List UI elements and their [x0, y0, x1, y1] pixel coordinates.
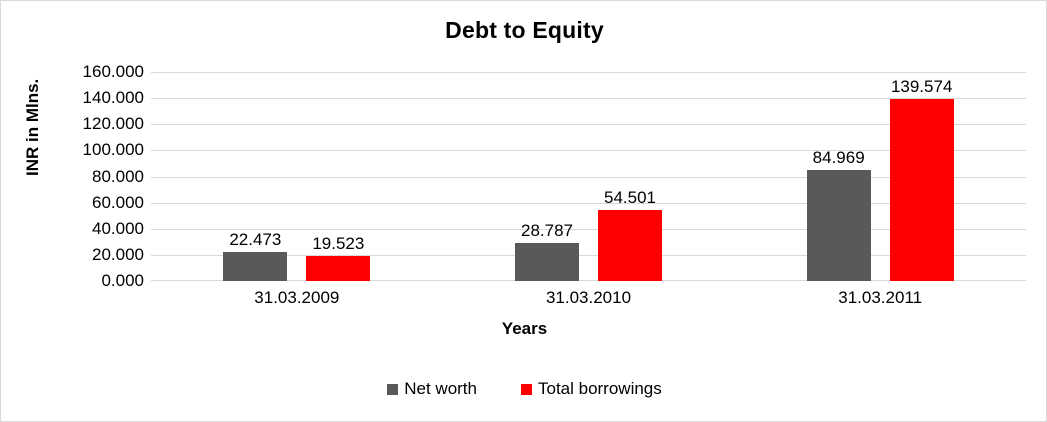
y-tick-label: 60.000 — [92, 192, 144, 212]
y-tick-label: 20.000 — [92, 244, 144, 264]
bar-net-worth[interactable] — [223, 251, 288, 281]
legend-item-net-worth[interactable]: Net worth — [387, 379, 477, 399]
chart-legend: Net worth Total borrowings — [1, 379, 1046, 399]
bar-wrapper-total-borrowings: 19.523 — [306, 72, 371, 281]
bar-wrapper-total-borrowings: 139.574 — [889, 72, 954, 281]
gridline — [151, 150, 1026, 152]
legend-label: Total borrowings — [537, 379, 662, 398]
bar-total-borrowings[interactable] — [306, 255, 371, 281]
y-tick-label: 140.000 — [82, 88, 144, 108]
bar-value-label: 84.969 — [812, 148, 865, 168]
y-tick-label: 100.000 — [82, 140, 144, 160]
legend-label: Net worth — [404, 379, 477, 398]
y-axis-title: INR in Mlns. — [23, 78, 42, 176]
y-tick-label: 160.000 — [82, 62, 144, 81]
bar-value-label: 139.574 — [890, 76, 953, 96]
y-axis-tick-labels: 160.000 140.000 120.000 100.000 80.000 6… — [56, 62, 144, 290]
gridline — [151, 228, 1026, 230]
gridline — [151, 176, 1026, 178]
bar-value-label: 54.501 — [604, 187, 656, 207]
gridline — [151, 124, 1026, 126]
bar-wrapper-net-worth: 84.969 — [806, 72, 871, 281]
bar-value-label: 19.523 — [312, 233, 365, 253]
y-tick-label: 40.000 — [92, 218, 144, 238]
bar-net-worth[interactable] — [515, 243, 579, 281]
bar-wrapper-net-worth: 22.473 — [223, 72, 288, 281]
x-tick-label: 31.03.2009 — [254, 288, 340, 307]
bar-total-borrowings[interactable] — [889, 98, 954, 281]
x-axis-title: Years — [501, 319, 548, 338]
gridline — [151, 202, 1026, 204]
bar-value-label: 22.473 — [229, 229, 282, 249]
gridline — [151, 254, 1026, 256]
bar-group: 84.969 139.574 — [734, 72, 1026, 281]
y-tick-label: 80.000 — [92, 166, 144, 186]
x-tick-label: 31.03.2011 — [838, 288, 923, 307]
bar-wrapper-net-worth: 28.787 — [515, 72, 579, 281]
x-axis-line — [151, 280, 1026, 281]
bar-group: 22.473 19.523 — [151, 72, 443, 281]
legend-swatch-icon — [520, 383, 532, 395]
y-tick-label: 0.000 — [101, 271, 144, 290]
x-tick-label: 31.03.2010 — [545, 288, 632, 307]
gridline — [151, 72, 1026, 73]
bar-value-label: 28.787 — [521, 221, 573, 241]
bar-wrapper-total-borrowings: 54.501 — [598, 72, 662, 281]
legend-item-total-borrowings[interactable]: Total borrowings — [520, 379, 662, 399]
bar-groups: 22.473 19.523 28.787 54.501 — [151, 72, 1026, 281]
x-axis-category-labels: 31.03.2009 31.03.2010 31.03.2011 — [151, 288, 1026, 308]
plot-area: 22.473 19.523 28.787 54.501 — [151, 72, 1026, 281]
bar-total-borrowings[interactable] — [598, 209, 662, 281]
gridline — [151, 98, 1026, 100]
bar-net-worth[interactable] — [806, 170, 871, 281]
y-tick-label: 120.000 — [82, 114, 144, 134]
legend-swatch-icon — [387, 383, 399, 395]
bar-group: 28.787 54.501 — [443, 72, 735, 281]
chart-title: Debt to Equity — [445, 17, 604, 43]
